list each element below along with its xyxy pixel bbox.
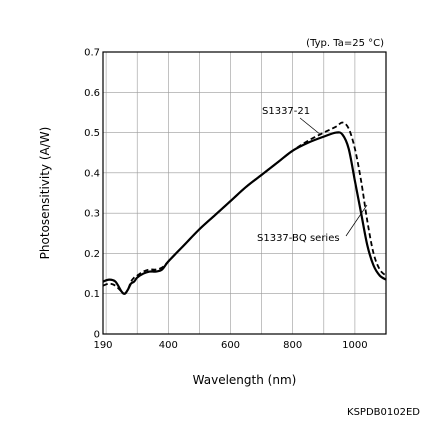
y-tick-label: 0.6 xyxy=(84,88,100,99)
x-tick-label: 600 xyxy=(221,340,240,351)
annotation-leader-line xyxy=(299,117,322,136)
condition-note: (Typ. Ta=25 °C) xyxy=(306,38,384,49)
x-axis-label: Wavelength (nm) xyxy=(193,373,297,387)
y-tick-label: 0.1 xyxy=(84,289,100,300)
x-tick-label: 800 xyxy=(283,340,302,351)
x-tick-label: 400 xyxy=(159,340,178,351)
document-code: KSPDB0102ED xyxy=(347,407,420,418)
x-tick-label: 1000 xyxy=(342,340,367,351)
annotations: S1337-21 S1337-BQ series xyxy=(257,106,368,244)
series-layer xyxy=(102,121,387,295)
y-tick-label: 0.2 xyxy=(84,249,100,260)
y-tick-label: 0.3 xyxy=(84,209,100,220)
plot-frame xyxy=(102,51,387,335)
grid-lines xyxy=(103,52,386,334)
y-tick-label: 0.7 xyxy=(84,48,100,59)
annotation-leader-line xyxy=(345,204,368,237)
series-annotation-label: S1337-BQ series xyxy=(257,233,340,244)
series-line-s1337-21 xyxy=(102,121,387,295)
y-tick-label: 0.5 xyxy=(84,128,100,139)
y-tick-label: 0 xyxy=(94,330,100,341)
y-tick-label: 0.4 xyxy=(84,168,100,179)
tick-labels: 190 400 600 800 1000 0 0.1 0.2 0.3 0.4 0.5 0.6 0.7 xyxy=(84,48,368,352)
series-annotation-label: S1337-21 xyxy=(262,106,310,117)
y-axis-label: Photosensitivity (A/W) xyxy=(38,127,52,260)
x-tick-label: 190 xyxy=(93,340,112,351)
